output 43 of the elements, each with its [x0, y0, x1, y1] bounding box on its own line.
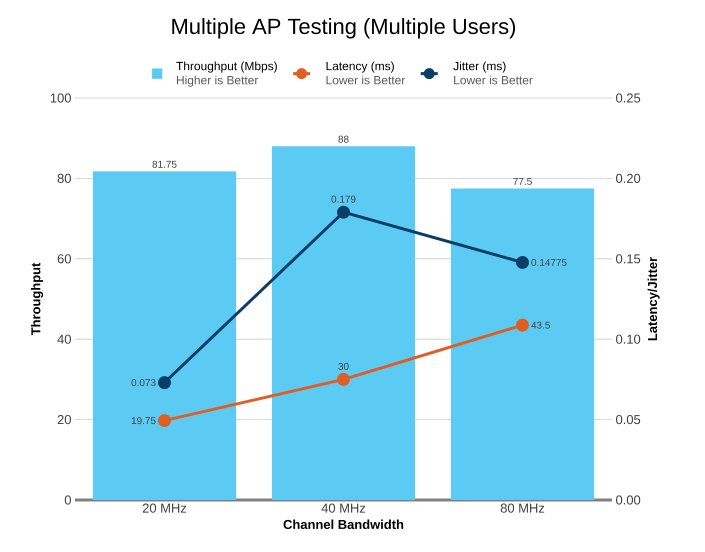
point [516, 318, 529, 332]
y2-tick-label: 0.25 [616, 93, 640, 103]
legend-label: Latency (ms) [326, 61, 394, 73]
x-tick-label: 40 MHz [321, 504, 366, 513]
text: Lower is Better [454, 76, 533, 84]
data-label: 81.75 [152, 160, 177, 168]
x-axis-title: Channel Bandwidth [284, 520, 404, 530]
point [337, 206, 350, 219]
bar [92, 171, 236, 500]
y2-tick-label: 0.15 [616, 254, 640, 264]
chart-title: Multiple AP Testing (Multiple Users) [172, 18, 516, 38]
point [337, 372, 350, 386]
text: Lower is Better [326, 76, 406, 84]
y2-tick-label: 0.10 [616, 334, 640, 344]
data-label: 88 [338, 136, 349, 143]
x-tick-label: 80 MHz [500, 504, 544, 513]
y2-axis-title: Latency/Jitter [648, 257, 660, 340]
point [516, 256, 529, 269]
data-label: 0.179 [331, 196, 356, 203]
legend-label: Jitter (ms) [453, 61, 506, 73]
data-label: 77.5 [513, 178, 532, 185]
y-tick-label: 100 [50, 93, 71, 103]
y-tick-label: 20 [58, 415, 71, 424]
point [158, 376, 171, 390]
y2-tick-label: 0.00 [616, 495, 640, 505]
data-label: 0.073 [131, 379, 156, 386]
x-tick-label: 20 MHz [142, 504, 186, 513]
data-label: 19.75 [132, 417, 156, 424]
y-axis-title: Throughput [30, 262, 44, 336]
y-tick-label: 40 [57, 334, 71, 344]
y-tick-label: 60 [58, 254, 71, 264]
point [158, 414, 171, 428]
y-tick-label: 0 [64, 495, 71, 505]
y2-tick-label: 0.05 [616, 415, 640, 424]
text: Higher is Better [176, 76, 258, 87]
y-tick-label: 80 [58, 174, 71, 183]
y2-tick-label: 0.20 [616, 174, 640, 183]
bar [272, 146, 416, 500]
data-label: 0.14775 [531, 258, 567, 266]
data-label: 43.5 [531, 322, 550, 329]
data-label: 30 [338, 362, 349, 370]
legend-label: Throughput (Mbps) [176, 61, 277, 73]
bar [450, 188, 594, 500]
